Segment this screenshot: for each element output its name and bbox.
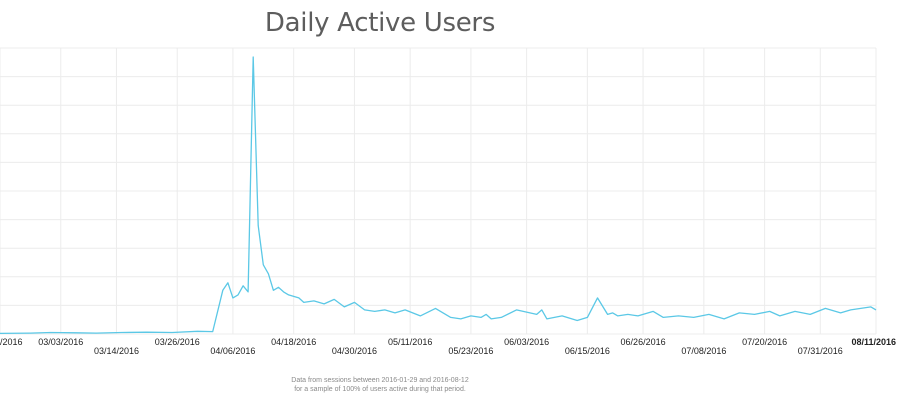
x-tick-label: 05/11/2016 xyxy=(388,337,432,347)
x-tick-label: 07/20/2016 xyxy=(742,337,787,347)
x-tick-label: 03/14/2016 xyxy=(94,346,139,356)
gridlines xyxy=(0,47,877,335)
x-tick-label: 04/18/2016 xyxy=(271,337,316,347)
x-tick-label: 03/03/2016 xyxy=(38,337,83,347)
x-tick-label: 06/03/2016 xyxy=(504,337,549,347)
series-layer xyxy=(0,56,877,335)
x-tick-label: 04/06/2016 xyxy=(210,346,255,356)
x-tick-label: 04/30/2016 xyxy=(332,346,377,356)
data-footnote: Data from sessions between 2016-01-29 an… xyxy=(0,376,760,394)
x-tick-label: 07/31/2016 xyxy=(798,346,843,356)
x-tick-label: 05/23/2016 xyxy=(448,346,493,356)
x-tick-label: 06/15/2016 xyxy=(565,346,610,356)
x-tick-label: 07/08/2016 xyxy=(681,346,726,356)
footnote-line-2: for a sample of 100% of users active dur… xyxy=(294,386,466,393)
x-tick-label: 03/26/2016 xyxy=(155,337,200,347)
series-line-0 xyxy=(0,56,877,335)
chart-title: Daily Active Users xyxy=(264,8,496,38)
x-tick-label: 02/20/2016 xyxy=(0,337,23,347)
x-axis-tick-labels: 02/20/2016 03/03/2016 03/14/2016 03/26/2016… xyxy=(0,337,896,356)
footnote-line-1: Data from sessions between 2016-01-29 an… xyxy=(291,377,469,384)
x-tick-label: 08/11/2016 xyxy=(851,337,896,347)
x-tick-label: 06/26/2016 xyxy=(621,337,666,347)
